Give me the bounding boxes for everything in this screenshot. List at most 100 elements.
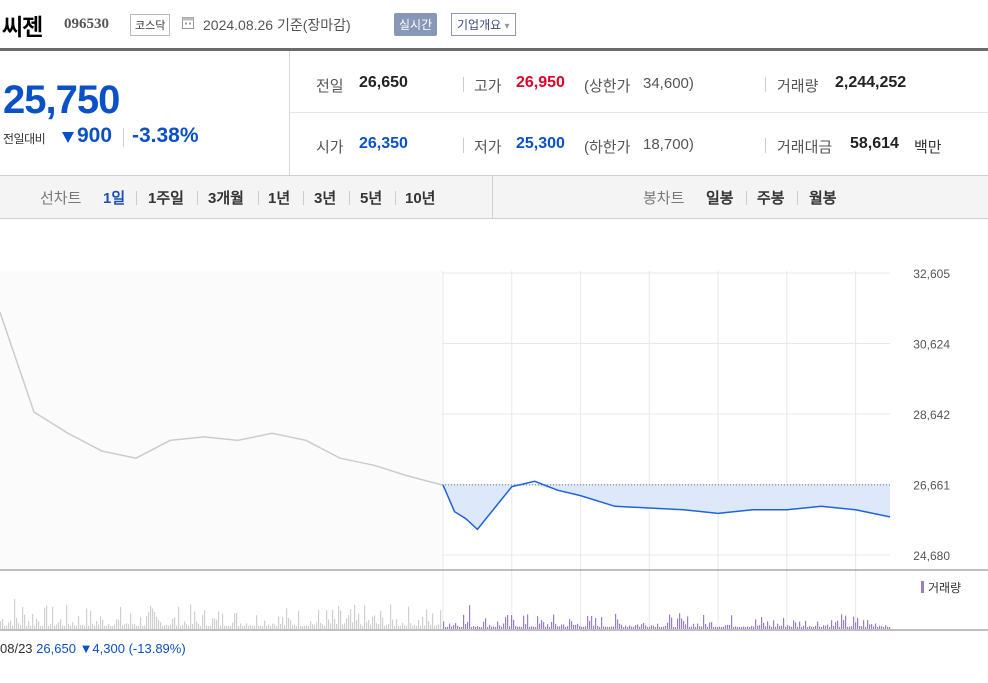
volume-bar [573,624,575,629]
tab-10y[interactable]: 10년 [405,190,436,207]
volume-bar [210,625,212,629]
volume-bar [246,623,248,629]
volume-bar [689,626,691,629]
volume-bar [743,626,745,629]
volume-bar [843,619,845,629]
stats-bottom-divider [0,175,988,176]
volume-bar [465,624,467,629]
volume-bar [264,620,266,629]
y-tick-label: 24,680 [913,549,950,563]
volume-bar [22,606,24,629]
volume-bar [823,625,825,629]
volume-bar [495,626,497,629]
volume-bar [382,617,384,629]
tab-daily[interactable]: 일봉 [706,190,734,207]
volume-bar [715,626,717,629]
company-overview-button[interactable]: 기업개요 ▾ [451,13,516,36]
volume-bar [226,625,228,629]
tab-1w[interactable]: 1주일 [148,190,184,207]
volume-bar [298,610,300,629]
volume-bar [763,622,765,629]
volume-bar [372,616,374,629]
volume-bar [122,625,124,629]
volume-bar [601,617,603,629]
volume-bar [358,613,360,629]
volume-bar [597,625,599,629]
volume-bar [50,624,52,629]
volume-bar [725,625,727,629]
volume-bar [553,614,555,629]
volume-bar [42,625,44,629]
amount-value: 58,614 [850,135,899,152]
volume-bar [8,622,10,629]
volume-bar [755,619,757,629]
chart-tab-bar [0,176,988,219]
volume-bar [501,626,503,629]
volume-bar [354,604,356,629]
volume-bar [48,625,50,629]
volume-bar [126,623,128,629]
volume-bar [583,626,585,629]
prev-close-value: 26,650 [359,74,408,91]
volume-value: 2,244,252 [835,74,907,91]
volume-bar [747,626,749,629]
volume-bar [537,616,539,629]
volume-bar [250,625,252,629]
high-label: 고가 [474,78,502,95]
tab-divider [197,191,198,205]
volume-bar [178,606,180,629]
volume-bar [132,623,134,629]
company-overview-label: 기업개요 [457,18,502,32]
volume-bar [751,626,753,629]
volume-bar [861,626,863,629]
volume-bar [869,624,871,629]
volume-bar [745,626,747,629]
volume-bar [390,604,392,629]
tab-monthly[interactable]: 월봉 [809,190,837,207]
volume-bar [394,625,396,629]
lower-limit-label: (하한가 [584,139,631,156]
y-tick-labels: 32,605 30,624 28,642 26,661 24,680 [913,267,950,563]
tab-5y[interactable]: 5년 [360,190,383,207]
volume-bar [68,624,70,629]
tab-1y[interactable]: 1년 [268,190,291,207]
volume-bar [567,626,569,629]
volume-bar [661,626,663,629]
volume-bar [857,617,859,629]
stat-divider [463,77,464,92]
volume-bar [184,621,186,629]
volume-bar [819,626,821,629]
volume-bar [114,624,116,629]
tab-1d[interactable]: 1일 [103,190,126,207]
volume-bar [551,622,553,629]
volume-bar [262,626,264,629]
volume-bar [52,606,54,629]
volume-bar [587,616,589,629]
volume-bar [40,625,42,629]
volume-bar [370,624,372,629]
volume-bar [627,626,629,629]
volume-bar [90,610,92,629]
volume-bar [2,618,4,629]
tab-3y[interactable]: 3년 [314,190,337,207]
tab-weekly[interactable]: 주봉 [757,190,785,207]
volume-bar [557,626,559,629]
volume-bar [72,622,74,629]
volume-bar [346,618,348,629]
volume-bar [88,625,90,629]
volume-bar [258,625,260,629]
amount-label: 거래대금 [777,139,833,156]
prev-day-series-line [0,312,443,486]
realtime-button[interactable]: 실시간 [394,13,438,36]
tab-3m[interactable]: 3개월 [208,190,244,207]
volume-bar [148,612,150,629]
volume-bar [533,626,535,629]
volume-bar [190,604,192,629]
volume-bar [116,619,118,629]
volume-bar [463,614,465,629]
volume-bar [432,613,434,629]
volume-bar [679,613,681,629]
volume-bar [809,626,811,629]
low-label: 저가 [474,139,502,156]
